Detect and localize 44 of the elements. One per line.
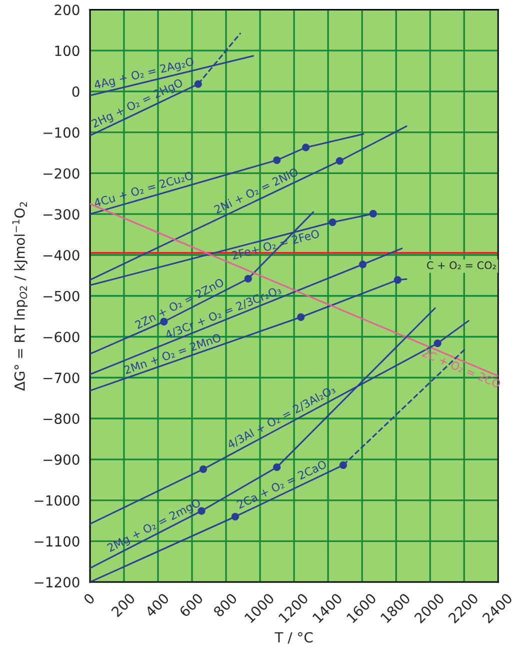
point [297,313,305,321]
y-tick-label: 100 [55,46,80,56]
y-tick-label: −1200 [34,577,80,588]
point [434,339,442,348]
point [358,260,367,268]
y-tick-label: −400 [44,250,80,260]
text: 2C + O₂ = 2CO [422,348,502,388]
y-tick-label: −500 [44,290,80,302]
point [369,210,377,218]
x-tick-label: 200 [110,592,136,618]
y-tick-label: −900 [44,454,80,465]
y-tick-label: 0 [72,86,80,97]
y-tick-label: −600 [44,332,80,342]
point [336,157,344,165]
point [231,512,240,520]
x-tick-label: 600 [178,592,204,618]
point [160,318,168,326]
y-tick-label: −800 [44,413,80,424]
point [273,156,281,164]
point [394,276,402,284]
point [339,461,348,469]
y-tick-label: 200 [54,4,80,16]
y-tick-label: −100 [44,127,80,138]
text: 2Ca + O₂ = 2CaO [236,460,328,509]
text: 2Ni + O₂ = 2NiO [214,167,299,214]
line-series [90,133,364,215]
point [302,144,310,152]
y-tick-label: −700 [44,372,80,384]
point [273,463,281,471]
text: 4Cu + O₂ = 2Cu₂O [93,170,194,208]
ref-line-label: C + O₂ = CO₂ [427,261,496,270]
x-axis-title: T / °C [274,632,313,644]
y-tick-label: −1100 [34,536,80,547]
y-tick-label: −1000 [34,495,80,506]
point [194,80,202,88]
point [328,218,336,226]
y-tick-label: −300 [44,209,80,220]
y-axis-title: ΔG° = RT lnp$_{O2}$ / kJmol$^{−1}$O$_{2}$ [12,202,28,391]
x-tick-label: 800 [212,592,238,618]
point [244,274,252,283]
x-tick-label: 0 [82,592,96,605]
y-tick-label: −200 [44,168,80,179]
x-tick-label: 400 [144,592,170,618]
point [199,465,208,474]
